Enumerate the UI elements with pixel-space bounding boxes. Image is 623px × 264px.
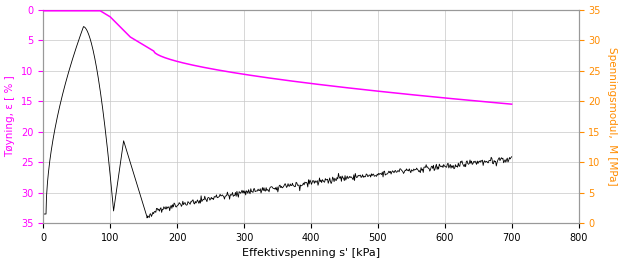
Y-axis label: Tøyning, ε [ % ]: Tøyning, ε [ % ] bbox=[6, 76, 16, 157]
X-axis label: Effektivspenning s' [kPa]: Effektivspenning s' [kPa] bbox=[242, 248, 380, 258]
Y-axis label: Spenningsmodul,  M [MPa]: Spenningsmodul, M [MPa] bbox=[607, 47, 617, 186]
